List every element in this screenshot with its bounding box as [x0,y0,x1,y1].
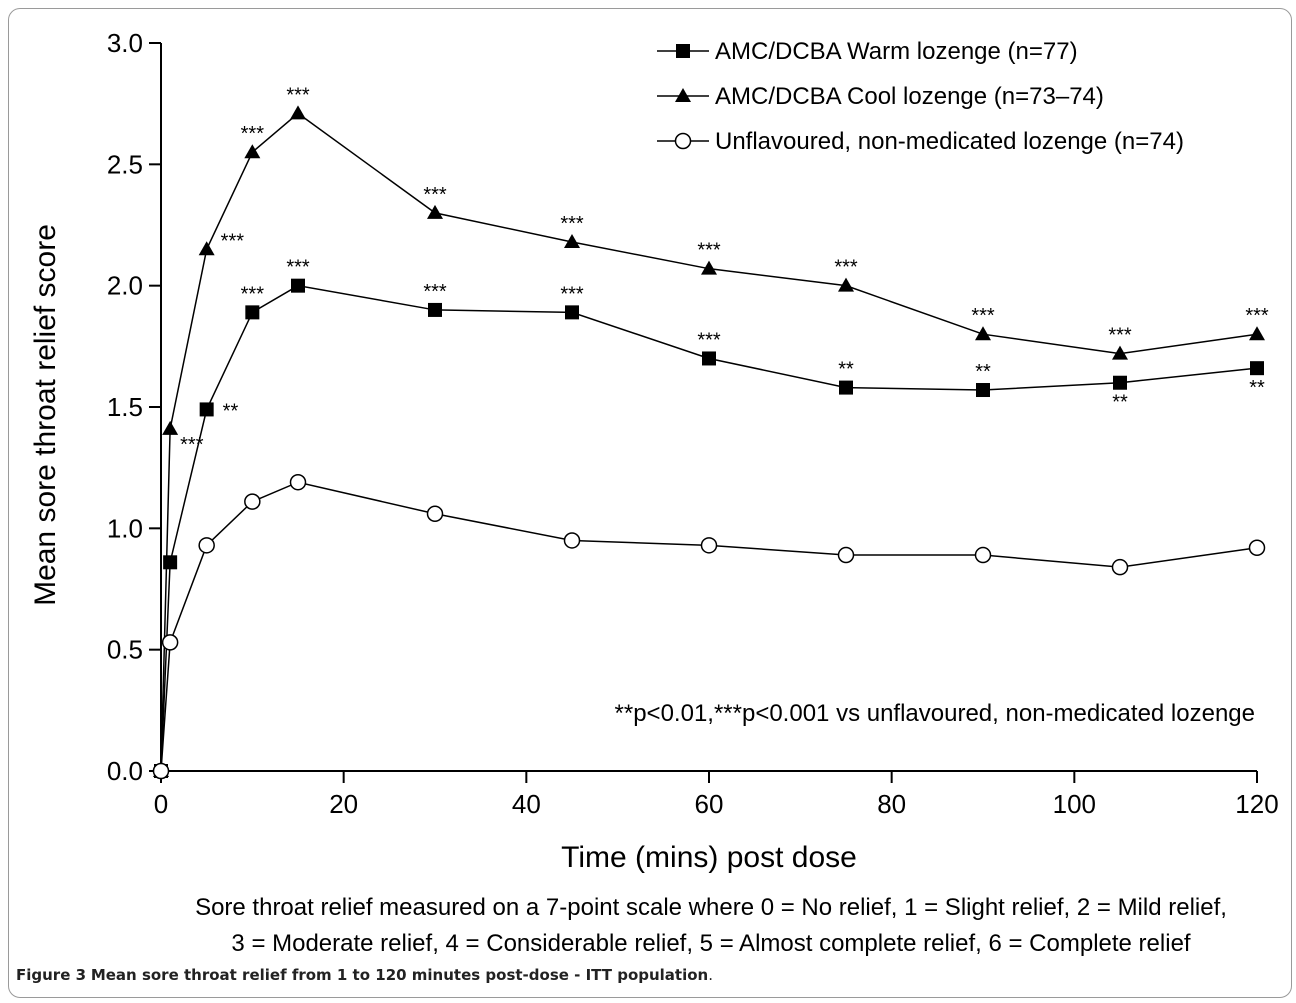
y-tick-label-2: 1.0 [107,513,143,543]
sig-label-1-9: *** [971,305,995,327]
series-2 [152,473,1266,780]
series-2-point-8 [837,546,855,564]
sig-label-1-4: *** [286,84,310,106]
sig-label-1-6: *** [560,213,584,235]
series-2-point-0 [152,762,170,780]
x-tick-label-6: 120 [1235,789,1278,819]
series-0 [154,278,1264,778]
sig-label-1-7: *** [697,240,721,262]
figure-caption: Figure 3 Mean sore throat relief from 1 … [16,966,1276,992]
sig-label-1-5: *** [423,184,447,206]
y-tick-label-1: 0.5 [107,635,143,665]
sig-label-1-11: *** [1245,305,1269,327]
sig-label-0-7: *** [697,329,721,351]
series-2-point-11 [1248,539,1266,556]
series-2-point-2 [198,537,215,554]
series-line-0 [160,284,1258,772]
y-axis-title: Mean sore throat relief score [29,224,62,606]
sig-label-1-10: *** [1108,325,1132,347]
series-1-point-1 [162,420,179,435]
series-1-point-4 [290,105,306,120]
series-2-point-5 [426,505,444,523]
legend-marker-0 [676,44,690,58]
x-tick-label-4: 80 [877,789,906,819]
series-1-point-2 [198,241,215,256]
footnote-line-1: Sore throat relief measured on a 7-point… [195,894,1227,921]
series-0-point-5 [428,302,442,317]
series-1-point-8 [838,277,854,292]
series-0-point-9 [976,383,990,398]
x-tick-label-3: 60 [695,789,724,819]
y-tick-label-4: 2.0 [107,271,143,301]
figure-label: Figure 3 [16,966,87,984]
series-2-point-9 [974,546,992,564]
legend-label-1: AMC/DCBA Cool lozenge (n=73–74) [715,83,1104,110]
significance-labels: *********** ******** *********************… [180,84,1269,455]
series-line-2 [160,481,1258,772]
series-1-point-6 [564,233,580,248]
series-0-point-8 [839,380,853,395]
legend: AMC/DCBA Warm lozenge (n=77) AMC/DCBA Coo… [657,38,1184,155]
series-2-point-7 [700,537,718,554]
figure-caption-end: . [708,966,714,984]
series-1-point-7 [701,260,717,275]
sig-label-0-10: ** [1112,392,1128,414]
sig-label-0-2: ** [223,400,239,422]
y-tick-label-3: 1.5 [107,392,143,422]
figure-caption-text: Mean sore throat relief from 1 to 120 mi… [90,966,709,984]
x-tick-label-1: 20 [329,789,358,819]
legend-marker-2 [674,132,692,150]
series-0-point-6 [565,305,579,320]
sig-label-0-3: *** [241,283,265,305]
series-1-point-11 [1249,326,1265,341]
x-tick-label-0: 0 [154,789,168,819]
legend-marker-1 [675,88,691,102]
significance-note: **p<0.01,***p<0.001 vs unflavoured, non-… [615,700,1255,727]
sig-label-0-4: *** [286,257,310,279]
axes: 0.0 0.5 1.0 1.5 2.0 2.5 3.0 0 20 40 60 80 100 120 [107,28,1279,819]
series-1-point-3 [244,144,261,159]
series-0-point-4 [291,278,305,293]
sig-label-0-6: *** [560,283,584,305]
x-axis-title: Time (mins) post dose [561,841,857,874]
series-0-point-7 [702,351,716,366]
series-0-point-2 [199,402,214,417]
sig-label-1-1: *** [180,434,204,456]
line-chart: 0.00.51.01.52.02.53.00 20 40 60 80 100 120 ***… [29,28,1279,957]
sig-label-0-5: *** [423,281,447,303]
series-1-point-9 [975,326,991,341]
series-2-point-4 [289,473,307,491]
sig-label-0-9: ** [975,361,991,383]
series-1-point-5 [427,204,443,219]
series-1 [153,105,1265,777]
legend-label-2: Unflavoured, non-medicated lozenge (n=74… [715,128,1184,155]
series-line-1 [160,112,1258,772]
sig-label-0-8: ** [838,359,854,381]
sig-label-1-8: *** [834,257,858,279]
series-0-point-10 [1113,375,1127,390]
series-0-point-3 [245,305,260,320]
sig-label-1-3: *** [241,123,265,145]
series-0-point-1 [163,555,178,570]
y-tick-label-0: 0.0 [107,756,143,786]
series-2-point-1 [161,634,179,651]
sig-label-1-2: *** [221,230,245,252]
x-tick-label-2: 40 [512,789,541,819]
figure-frame: 0.0 0.5 1.0 1.5 2.0 2.5 3.0 0 20 40 60 80 100 120 ** *… [8,8,1292,998]
x-tick-label-5: 100 [1053,789,1096,819]
footnote-line-2: 3 = Moderate relief, 4 = Considerable re… [231,930,1190,957]
y-tick-label-6: 3.0 [107,28,143,58]
legend-label-0: AMC/DCBA Warm lozenge (n=77) [715,38,1078,65]
sig-label-0-11: ** [1249,377,1265,399]
y-tick-label-5: 2.5 [107,149,143,179]
series-2-point-10 [1111,558,1129,576]
series-0-point-11 [1250,361,1264,376]
series-2-point-3 [244,493,261,510]
series-layer [152,105,1266,780]
series-1-point-10 [1112,345,1128,360]
series-2-point-6 [563,532,581,549]
